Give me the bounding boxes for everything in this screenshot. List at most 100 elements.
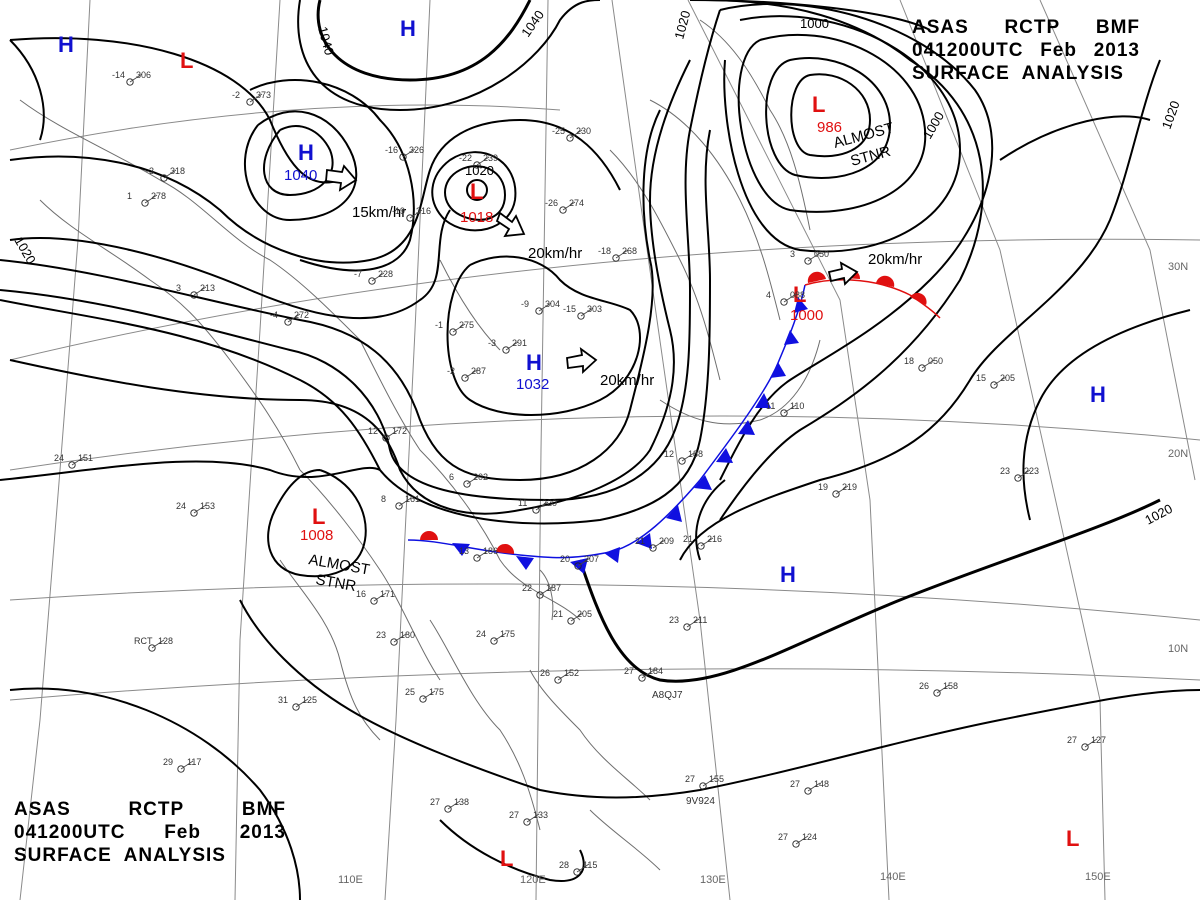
low-pressure-symbol: L [812,92,825,117]
wind-barb [180,760,194,770]
low-pressure-value: 1018 [460,209,493,226]
wind-barb [398,497,412,507]
station-pressure: 274 [569,198,584,208]
station-temperature: 27 [509,810,519,820]
station-circle [68,461,76,469]
station-circle [246,98,254,106]
cold-front-line [609,284,806,553]
wind-barb [535,501,549,511]
station-circle [536,591,544,599]
station-circle [554,676,562,684]
wind-barb [452,323,466,333]
motion-speed-label: 15km/hr [352,204,406,221]
station-circle [683,623,691,631]
station-temperature: 15 [976,373,986,383]
station-pressure: 205 [577,609,592,619]
station-plot: 11 220 [518,498,557,514]
station-pressure: 275 [459,320,474,330]
station-circle [292,703,300,711]
station-circle [535,307,543,315]
station-circle [933,689,941,697]
ship-id: A8QJ7 [652,690,683,701]
motion-speed-label: 20km/hr [868,251,922,268]
station-pressure: 158 [943,681,958,691]
station-pressure: 172 [392,426,407,436]
wind-barb [539,586,553,596]
grid-labels: 110E 120E 130E 140E 150E 30N 20N 10N [338,261,1188,886]
station-plot: -22 239 [459,153,498,169]
station-plot: 24 153 [176,501,215,517]
isobar [0,9,721,502]
station-temperature: -18 [598,246,611,256]
station-plot: 26 158 [919,681,958,697]
cold-front-barb [452,543,470,556]
wind-barb [580,307,594,317]
header-title: SURFACE ANALYSIS [912,63,1124,84]
station-circle [444,805,452,813]
header-top-right: ASAS RCTP BMF 041200UTC Feb 2013 SURFACE ANA… [912,16,1140,85]
header-time: 041200UTC [14,822,126,843]
front-line-west [407,539,611,559]
station-temperature: -3 [488,338,496,348]
station-plot: -18 268 [598,246,637,262]
station-circle [463,480,471,488]
wind-barb [993,376,1007,386]
station-plot: -25 230 [552,126,591,142]
isobar [765,57,892,179]
high-pressure-symbol: H [58,32,74,57]
station-temperature: -26 [545,198,558,208]
station-pressure: 318 [170,166,185,176]
isobar [446,255,641,416]
station-pressure: 184 [648,666,663,676]
station-pressure: 213 [200,283,215,293]
warm-front-bump [807,271,826,283]
station-temperature: 27 [685,774,695,784]
station-circle [126,78,134,86]
low-pressure-value: 1000 [790,307,823,324]
wind-barb [476,549,490,559]
high-pressure-symbol: H [780,562,796,587]
motion-arrow [325,164,358,192]
isobar [439,819,585,882]
cold-front-barb [770,362,786,378]
wind-barb [476,156,490,166]
isobar [9,39,45,141]
station-temperature: 3 [176,283,181,293]
station-circle [574,562,582,570]
station-pressure: 216 [707,534,722,544]
station-plot: 27 138 [430,797,469,813]
motion-speed-label: 20km/hr [600,372,654,389]
station-pressure: 211 [693,615,707,625]
wind-barb [702,777,716,787]
station-plot: 29 117 [163,757,201,773]
header-year: 2013 [239,822,286,843]
station-pressure: 316 [416,206,431,216]
station-temperature: 27 [624,666,634,676]
station-plot: 23 223 [1000,466,1039,482]
wind-barb [569,129,583,139]
isobar-label: 1020 [465,163,494,178]
wind-barb [1017,469,1031,479]
station-temperature: 11 [518,498,527,508]
wind-barb [193,286,207,296]
station-plot: 21 209 [635,536,674,552]
station-temperature: -3 [146,166,154,176]
wind-barb [526,813,540,823]
header-title: SURFACE ANALYSIS [14,845,226,866]
isobar-label: 1040 [315,25,337,57]
cold-front-barb [794,297,808,313]
pressure-values: 1040 1018 986 1032 1000 1008 [284,119,842,544]
low-pressure-symbol: L [470,179,483,204]
wind-barb [371,272,385,282]
isobar [999,115,1151,161]
header-bottom-left: ASAS RCTP BMF 041200UTC Feb 2013 SURFACE ANA… [14,798,286,867]
station-temperature: -9 [521,299,529,309]
station-pressure: 148 [814,779,829,789]
warm-front-bump [420,531,438,540]
station-temperature: 26 [540,668,550,678]
wind-barb [936,684,950,694]
station-temperature: 23 [1000,466,1010,476]
station-temperature: -15 [563,304,576,314]
header-station: RCTP [128,799,185,820]
low-pressure-value: 1008 [300,527,333,544]
